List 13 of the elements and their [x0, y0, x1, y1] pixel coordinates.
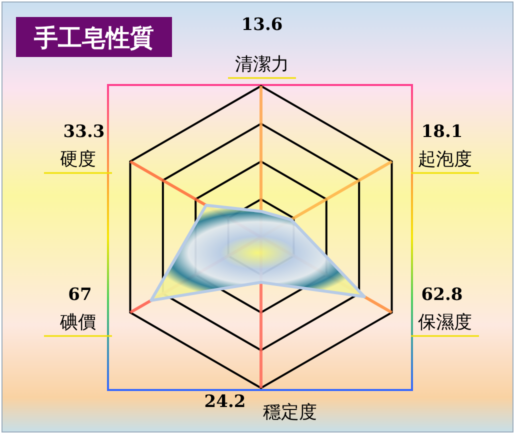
spoke-label: 碘價 [59, 312, 96, 332]
text: 13.6 [241, 15, 283, 35]
text: 62.8 [421, 285, 463, 305]
text: 67 [68, 285, 92, 305]
spoke-label: 清潔力 [235, 54, 289, 74]
spoke-label: 保濕度 [418, 312, 472, 332]
chart-title: 手工皂性質 [33, 25, 154, 52]
text: 33.3 [63, 122, 105, 142]
spoke-label: 穩定度 [263, 402, 317, 422]
text: 24.2 [204, 392, 246, 412]
text: 18.1 [421, 122, 463, 142]
spoke-label: 起泡度 [418, 149, 472, 169]
spoke-label: 硬度 [60, 149, 96, 169]
